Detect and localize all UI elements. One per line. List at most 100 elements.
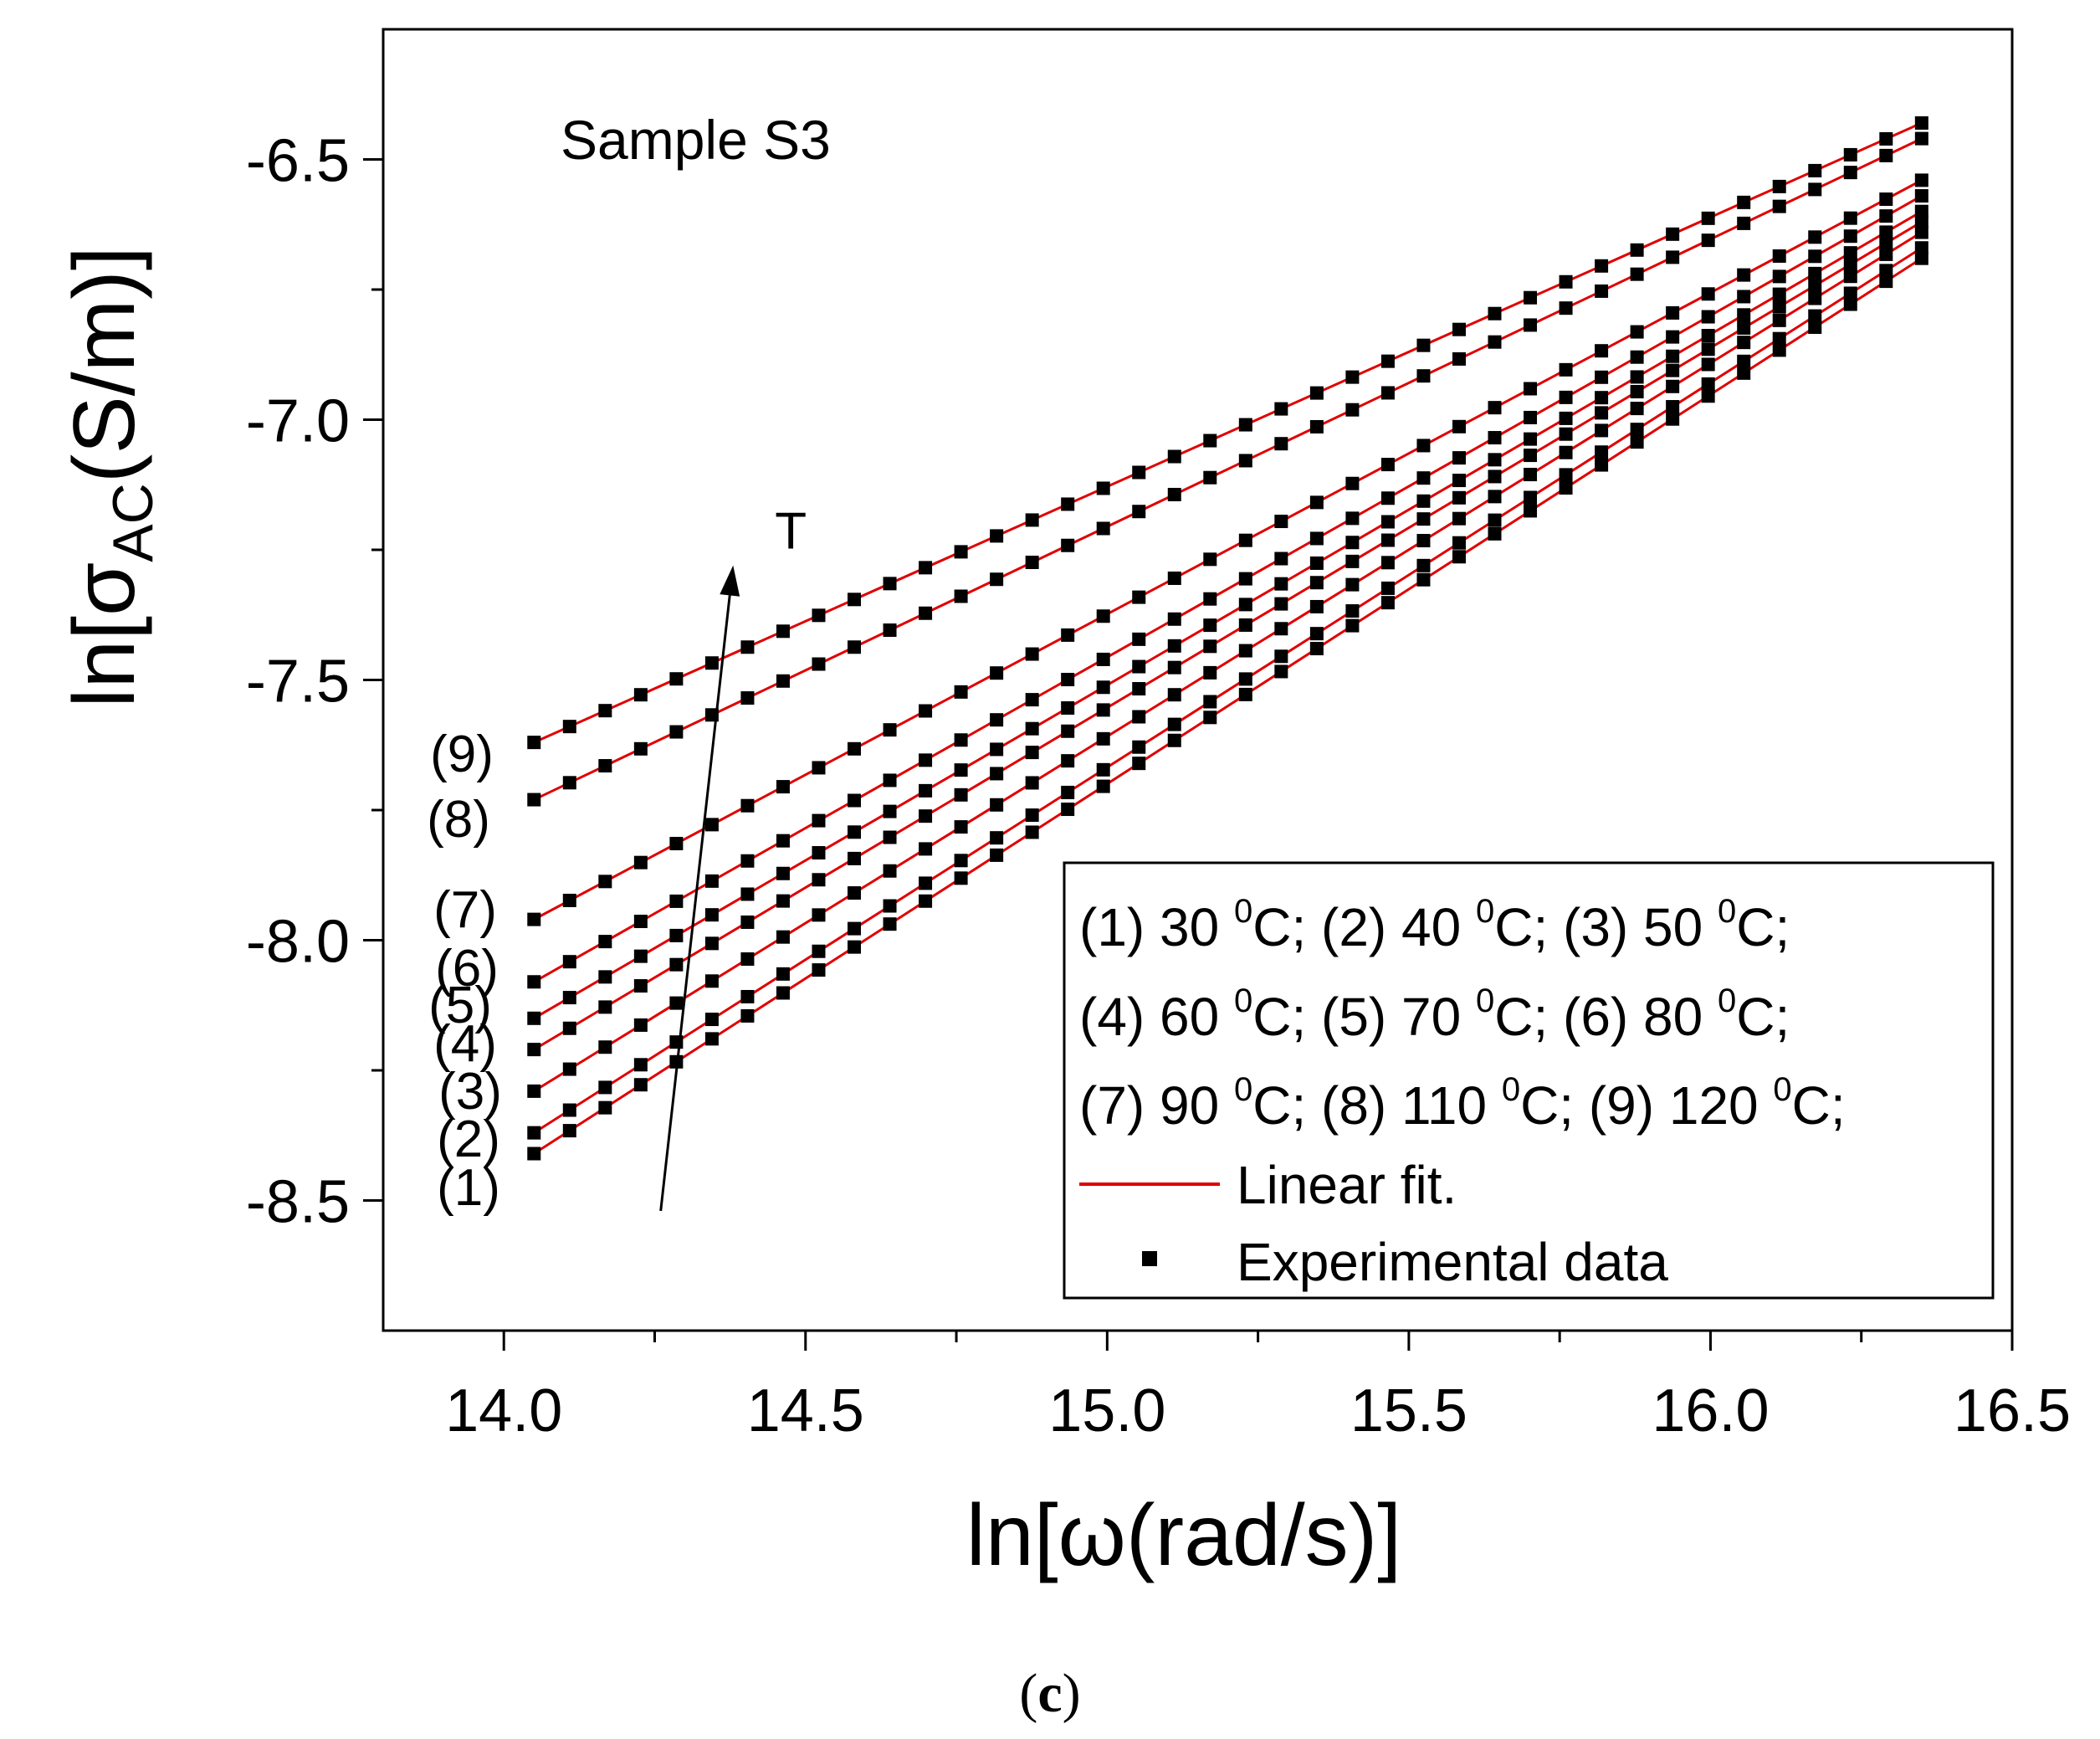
data-point-series-2 bbox=[1595, 445, 1609, 459]
data-point-series-2 bbox=[919, 876, 933, 890]
data-point-series-7 bbox=[1096, 609, 1110, 623]
series-label-4: (4) bbox=[433, 1015, 497, 1073]
series-label-6: (6) bbox=[435, 940, 499, 998]
data-point-series-2 bbox=[1524, 490, 1538, 505]
data-point-series-7 bbox=[1416, 439, 1431, 453]
data-point-series-2 bbox=[1701, 377, 1715, 391]
data-point-series-6 bbox=[1843, 229, 1857, 244]
data-point-series-3 bbox=[1132, 710, 1146, 724]
data-point-series-7 bbox=[527, 912, 541, 926]
data-point-series-1 bbox=[562, 1124, 576, 1138]
data-point-series-4 bbox=[669, 957, 684, 972]
series-label-9: (9) bbox=[430, 726, 494, 783]
data-point-series-9 bbox=[1630, 243, 1644, 257]
data-point-series-2 bbox=[598, 1080, 612, 1095]
data-point-series-5 bbox=[1309, 556, 1324, 570]
data-point-series-5 bbox=[812, 846, 826, 860]
data-point-series-6 bbox=[919, 753, 933, 767]
data-point-series-1 bbox=[848, 940, 862, 954]
data-point-series-4 bbox=[919, 809, 933, 823]
data-point-series-5 bbox=[1559, 411, 1573, 425]
data-point-series-2 bbox=[1274, 649, 1288, 664]
data-point-series-4 bbox=[704, 936, 719, 951]
series-label-1: (1) bbox=[437, 1159, 500, 1217]
data-point-series-4 bbox=[1914, 215, 1928, 229]
data-point-series-1 bbox=[1808, 320, 1822, 334]
data-point-series-9 bbox=[848, 592, 862, 607]
data-point-series-8 bbox=[1309, 419, 1324, 433]
fit-line-series-5 bbox=[533, 210, 1923, 1020]
data-point-series-4 bbox=[1843, 257, 1857, 271]
series-label-3: (3) bbox=[438, 1063, 502, 1121]
data-point-series-9 bbox=[1238, 418, 1252, 432]
data-point-series-7 bbox=[1488, 401, 1502, 415]
data-point-series-7 bbox=[848, 741, 862, 756]
data-point-series-9 bbox=[1416, 338, 1431, 352]
data-point-series-1 bbox=[1274, 664, 1288, 679]
data-point-series-4 bbox=[1274, 597, 1288, 611]
data-point-series-5 bbox=[1238, 598, 1252, 612]
y-tick-label: -7.0 bbox=[246, 388, 350, 455]
temperature-arrowhead bbox=[720, 565, 740, 597]
data-point-series-4 bbox=[598, 1000, 612, 1014]
data-point-series-3 bbox=[1203, 665, 1217, 680]
data-point-series-6 bbox=[1238, 572, 1252, 586]
degree-superscript: 0 bbox=[1234, 1071, 1252, 1108]
data-point-series-8 bbox=[1595, 284, 1609, 298]
data-point-series-8 bbox=[1559, 301, 1573, 315]
data-point-series-3 bbox=[1737, 336, 1751, 350]
data-point-series-4 bbox=[1025, 746, 1039, 760]
data-point-series-3 bbox=[954, 820, 968, 834]
data-point-series-7 bbox=[1808, 230, 1822, 244]
fit-lines bbox=[533, 121, 1923, 1155]
data-point-series-4 bbox=[1595, 406, 1609, 420]
data-point-series-1 bbox=[1666, 412, 1680, 426]
data-points bbox=[527, 115, 1928, 1161]
data-point-series-2 bbox=[1452, 536, 1466, 550]
data-point-series-3 bbox=[776, 930, 790, 944]
data-point-series-4 bbox=[1772, 300, 1786, 314]
data-point-series-6 bbox=[812, 813, 826, 828]
data-point-series-4 bbox=[1309, 576, 1324, 590]
data-point-series-4 bbox=[1879, 236, 1893, 250]
data-point-series-6 bbox=[1380, 491, 1395, 505]
data-point-series-3 bbox=[1488, 490, 1502, 504]
data-point-series-8 bbox=[1666, 250, 1680, 264]
data-point-series-1 bbox=[1843, 297, 1857, 311]
data-point-series-3 bbox=[527, 1084, 541, 1098]
data-point-series-7 bbox=[740, 798, 755, 813]
data-point-series-6 bbox=[776, 834, 790, 848]
data-point-series-5 bbox=[1666, 349, 1680, 363]
data-point-series-2 bbox=[740, 989, 755, 1003]
data-point-series-7 bbox=[990, 666, 1004, 680]
data-point-series-7 bbox=[1452, 419, 1466, 433]
figure-caption: (c) bbox=[1019, 1663, 1080, 1724]
data-point-series-8 bbox=[1488, 335, 1502, 349]
data-point-series-9 bbox=[598, 704, 612, 718]
data-point-series-4 bbox=[1132, 682, 1146, 696]
x-axis-title-omega: ω bbox=[1058, 1487, 1126, 1584]
data-point-series-7 bbox=[1843, 211, 1857, 225]
data-point-series-3 bbox=[1772, 313, 1786, 327]
data-point-series-2 bbox=[1132, 740, 1146, 754]
degree-superscript: 0 bbox=[1476, 893, 1494, 930]
data-point-series-1 bbox=[1524, 504, 1538, 518]
data-point-series-2 bbox=[1772, 331, 1786, 346]
degree-superscript: 0 bbox=[1476, 982, 1494, 1019]
data-point-series-8 bbox=[1025, 555, 1039, 569]
data-point-series-6 bbox=[1737, 290, 1751, 304]
data-point-series-7 bbox=[1772, 249, 1786, 263]
data-point-series-9 bbox=[776, 624, 790, 639]
data-point-series-1 bbox=[919, 894, 933, 908]
data-point-series-4 bbox=[527, 1043, 541, 1057]
data-point-series-6 bbox=[1701, 310, 1715, 324]
degree-superscript: 0 bbox=[1718, 893, 1736, 930]
data-point-series-9 bbox=[1061, 497, 1075, 511]
degree-superscript: 0 bbox=[1718, 982, 1736, 1019]
data-point-series-4 bbox=[776, 894, 790, 908]
data-point-series-3 bbox=[740, 952, 755, 966]
x-tick-label: 15.5 bbox=[1350, 1377, 1467, 1444]
data-point-series-2 bbox=[1061, 785, 1075, 799]
data-point-series-7 bbox=[704, 818, 719, 832]
legend-data-swatch bbox=[1142, 1251, 1157, 1266]
